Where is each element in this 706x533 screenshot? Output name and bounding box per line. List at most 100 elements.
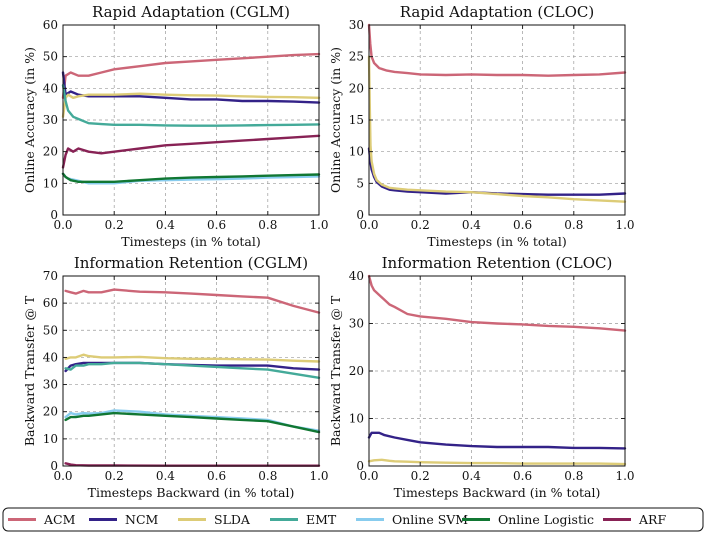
- y-tick-label: 40: [43, 81, 58, 95]
- y-tick-label: 10: [349, 145, 364, 159]
- y-axis-label: Backward Transfer @ T: [328, 295, 343, 446]
- y-tick-label: 30: [43, 378, 58, 392]
- x-tick-label: 0.4: [156, 218, 175, 232]
- legend-entry-online-svm: Online SVM: [356, 512, 468, 527]
- y-tick-label: 30: [43, 113, 58, 127]
- legend-label: ARF: [638, 512, 666, 527]
- y-tick-label: 10: [43, 176, 58, 190]
- x-tick-label: 0.2: [105, 469, 124, 483]
- x-axis-label: Timesteps (in % total): [427, 234, 566, 249]
- series-line-acm: [367, 274, 627, 332]
- y-tick-label: 20: [43, 405, 58, 419]
- x-tick-label: 1.0: [309, 218, 328, 232]
- legend-label: SLDA: [214, 512, 251, 527]
- y-axis-label: Backward Transfer @ T: [22, 295, 37, 446]
- y-tick-label: 20: [43, 145, 58, 159]
- legend-entry-slda: SLDA: [178, 512, 251, 527]
- y-tick-label: 25: [349, 50, 364, 64]
- series-line-online-svm: [64, 409, 321, 432]
- chart-panel-4: 0.0 0.2 0.4 0.6 0.8 1.0 0 10 20 30 40 Information R…: [328, 254, 635, 500]
- y-tick-label: 0: [356, 459, 364, 473]
- x-tick-label: 0.0: [53, 469, 72, 483]
- series-line-emt: [64, 361, 321, 379]
- x-tick-label: 0.8: [258, 218, 277, 232]
- legend-entry-emt: EMT: [270, 512, 337, 527]
- series-line-online-logistic: [61, 172, 321, 183]
- y-tick-label: 50: [43, 50, 58, 64]
- y-tick-label: 60: [43, 296, 58, 310]
- y-tick-label: 20: [349, 81, 364, 95]
- legend-label: ACM: [43, 512, 76, 527]
- x-tick-label: 0.0: [359, 218, 378, 232]
- legend-label: Online SVM: [392, 512, 468, 527]
- legend-entry-ncm: NCM: [89, 512, 159, 527]
- y-axis-label: Online Accuracy (in %): [328, 47, 343, 193]
- x-tick-label: 0.2: [411, 218, 430, 232]
- chart-panel-2: 0.0 0.2 0.4 0.6 0.8 1.0 0 5 10 15 20 25 30 Rapid Adap…: [328, 3, 635, 249]
- x-tick-label: 1.0: [309, 469, 328, 483]
- y-tick-label: 20: [349, 364, 364, 378]
- x-tick-label: 1.0: [615, 218, 634, 232]
- x-tick-label: 0.0: [359, 469, 378, 483]
- y-tick-label: 30: [349, 18, 364, 32]
- legend-entry-online-logistic: Online Logistic: [462, 512, 594, 527]
- series-line-arf: [61, 134, 321, 169]
- series-line-slda: [367, 55, 627, 203]
- series-line-acm: [367, 23, 627, 77]
- series-line-ncm: [61, 71, 321, 104]
- chart-title: Information Retention (CGLM): [74, 254, 308, 272]
- series-line-slda: [61, 92, 321, 118]
- legend-entry-arf: ARF: [603, 512, 666, 527]
- y-tick-label: 40: [43, 350, 58, 364]
- chart-title: Information Retention (CLOC): [382, 254, 613, 272]
- y-tick-label: 10: [349, 412, 364, 426]
- x-tick-label: 0.2: [105, 218, 124, 232]
- y-tick-label: 50: [43, 323, 58, 337]
- chart-panel-3: 0.0 0.2 0.4 0.6 0.8 1.0 0 10 20 30 40 50 60 70 Informa…: [22, 254, 329, 500]
- legend-entry-acm: ACM: [8, 512, 76, 527]
- series-line-ncm: [367, 431, 627, 450]
- x-tick-label: 0.0: [53, 218, 72, 232]
- series-line-arf: [64, 462, 321, 467]
- y-tick-label: 0: [356, 208, 364, 222]
- legend-label: EMT: [306, 512, 337, 527]
- x-tick-label: 0.8: [564, 469, 583, 483]
- legend-box: [2, 507, 704, 532]
- x-tick-label: 0.6: [207, 218, 226, 232]
- x-axis-label: Timesteps Backward (in % total): [88, 485, 295, 500]
- x-tick-label: 0.6: [513, 218, 532, 232]
- x-tick-label: 0.4: [156, 469, 175, 483]
- legend-label: Online Logistic: [498, 512, 594, 527]
- y-axis-label: Online Accuracy (in %): [22, 47, 37, 193]
- y-tick-label: 15: [349, 113, 364, 127]
- series-line-acm: [61, 52, 321, 99]
- y-tick-label: 10: [43, 432, 58, 446]
- x-axis-label: Timesteps Backward (in % total): [394, 485, 601, 500]
- x-tick-label: 0.6: [207, 469, 226, 483]
- x-axis-label: Timesteps (in % total): [121, 234, 260, 249]
- y-tick-label: 30: [349, 317, 364, 331]
- x-tick-label: 1.0: [615, 469, 634, 483]
- y-tick-label: 60: [43, 18, 58, 32]
- chart-title: Rapid Adaptation (CLOC): [400, 3, 595, 21]
- series-line-emt: [61, 84, 321, 127]
- y-tick-label: 40: [349, 269, 364, 283]
- x-tick-label: 0.8: [564, 218, 583, 232]
- y-tick-label: 70: [43, 269, 58, 283]
- y-tick-label: 0: [50, 208, 58, 222]
- plot-frame: [62, 275, 320, 467]
- x-tick-label: 0.4: [462, 218, 481, 232]
- series-line-online-logistic: [64, 411, 321, 434]
- series-line-acm: [64, 288, 321, 314]
- x-tick-label: 0.6: [513, 469, 532, 483]
- y-tick-label: 0: [50, 459, 58, 473]
- x-tick-label: 0.2: [411, 469, 430, 483]
- legend: ACM NCM SLDA EMT Online SVM Online Logistic AR…: [2, 507, 704, 532]
- chart-title: Rapid Adaptation (CGLM): [92, 3, 290, 21]
- chart-panel-1: 0.0 0.2 0.4 0.6 0.8 1.0 0 10 20 30 40 50 60 Rapid Ada…: [22, 3, 329, 249]
- series-line-ncm: [367, 147, 627, 196]
- series-line-slda: [64, 353, 321, 363]
- x-tick-label: 0.4: [462, 469, 481, 483]
- legend-label: NCM: [125, 512, 159, 527]
